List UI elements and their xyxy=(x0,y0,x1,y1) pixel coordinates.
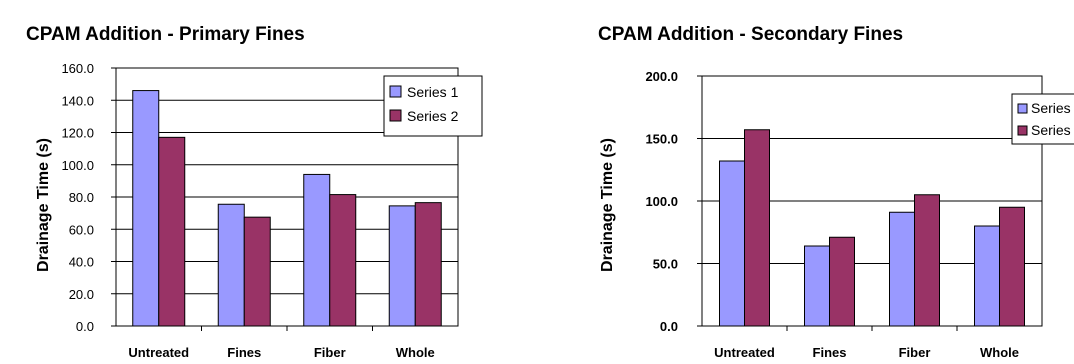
y-tick-label: 150.0 xyxy=(645,132,678,147)
x-category-label: Fines xyxy=(813,345,847,360)
x-category-label: Fiber xyxy=(314,345,346,360)
y-tick-label: 100.0 xyxy=(645,194,678,209)
legend-label: Series 2 xyxy=(407,108,459,124)
chart1-plot: 0.0 20.0 40.0 60.0 80.0 100.0 120.0 140.0 160.0 U… xyxy=(61,61,483,360)
legend-swatch xyxy=(389,85,402,98)
bar xyxy=(414,202,442,327)
x-category-label: Whole xyxy=(396,345,435,360)
y-tick-label: 160.0 xyxy=(61,61,94,76)
legend-swatch xyxy=(1017,103,1028,114)
y-tick-label: 80.0 xyxy=(69,190,94,205)
bar xyxy=(303,173,331,327)
legend-box xyxy=(1011,93,1074,145)
legend-swatch xyxy=(389,109,402,122)
y-tick-label: 100.0 xyxy=(61,158,94,173)
y-tick-label: 0.0 xyxy=(660,319,678,334)
chart2-plot: 0.0 50.0 100.0 150.0 200.0 Untreated Fines Fibe… xyxy=(645,69,1074,360)
y-tick-label: 20.0 xyxy=(69,287,94,302)
legend-label: Series 1 xyxy=(1031,100,1074,116)
y-tick-label: 140.0 xyxy=(61,93,94,108)
bar xyxy=(974,225,1000,327)
x-category-label: Untreated xyxy=(128,345,189,360)
bar xyxy=(804,245,830,327)
bar xyxy=(719,160,745,327)
bar xyxy=(217,203,245,327)
chart2-title: CPAM Addition - Secondary Fines xyxy=(598,24,903,45)
bar xyxy=(132,90,160,327)
chart1-title: CPAM Addition - Primary Fines xyxy=(26,24,305,45)
bar xyxy=(329,194,357,327)
y-tick-label: 40.0 xyxy=(69,255,94,270)
legend-label: Series 2 xyxy=(1031,122,1074,138)
bar xyxy=(158,136,186,327)
chart2-y-axis-label: Drainage Time (s) xyxy=(599,138,616,272)
bar xyxy=(388,205,416,327)
x-category-label: Untreated xyxy=(714,345,775,360)
y-tick-label: 0.0 xyxy=(76,319,94,334)
y-tick-label: 120.0 xyxy=(61,126,94,141)
x-category-label: Fines xyxy=(227,345,261,360)
bar xyxy=(999,206,1025,327)
chart1-y-axis-label: Drainage Time (s) xyxy=(35,138,52,272)
bar xyxy=(744,129,770,327)
x-category-label: Whole xyxy=(980,345,1019,360)
x-category-label: Fiber xyxy=(899,345,931,360)
y-tick-label: 200.0 xyxy=(645,69,678,84)
legend-swatch xyxy=(1017,125,1028,136)
y-tick-label: 50.0 xyxy=(653,257,678,272)
legend-label: Series 1 xyxy=(407,84,459,100)
bar xyxy=(243,216,271,327)
bar xyxy=(889,211,915,327)
y-tick-label: 60.0 xyxy=(69,222,94,237)
bar xyxy=(829,236,855,327)
bar xyxy=(914,194,940,327)
